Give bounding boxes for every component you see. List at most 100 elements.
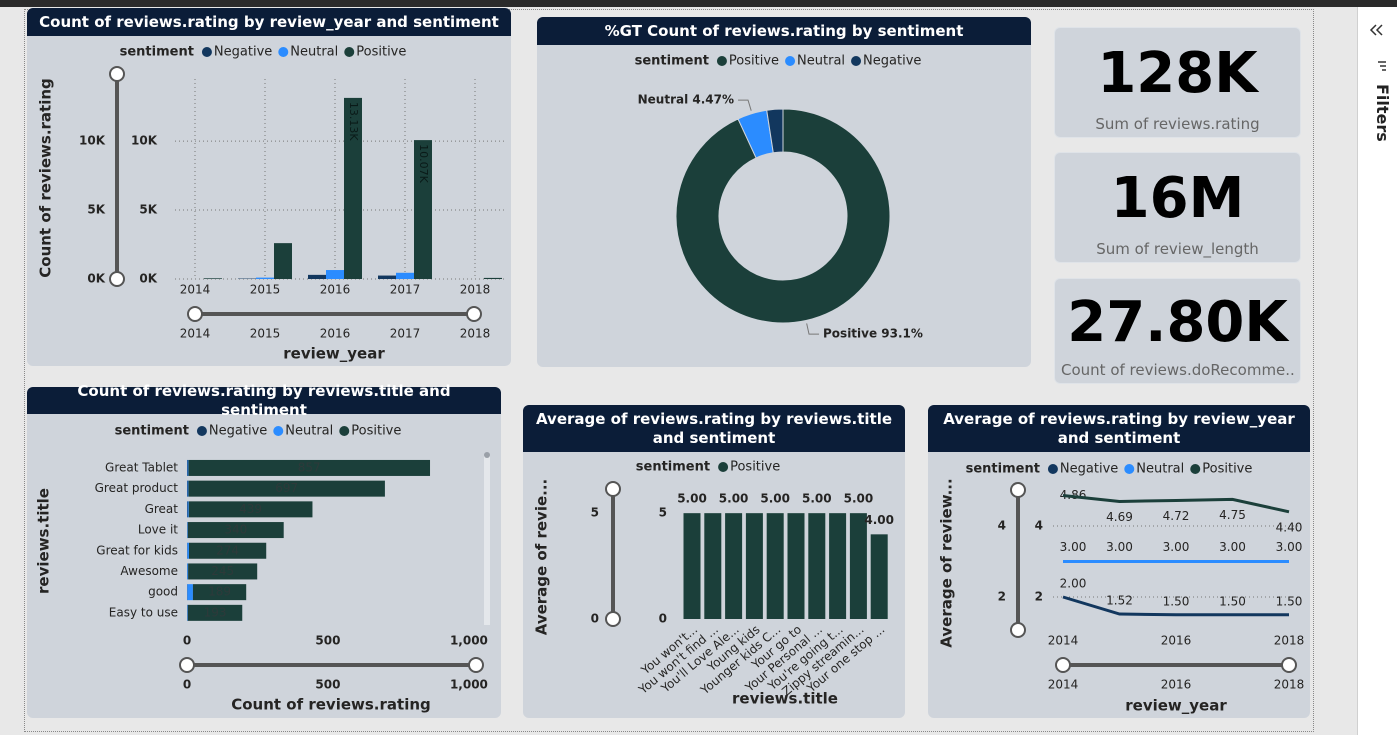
data-label: 4.69 <box>1106 510 1133 524</box>
slider-handle <box>468 657 484 673</box>
kpi-card: 16M Sum of review_length <box>1054 152 1301 263</box>
top-strip <box>0 0 1397 7</box>
bar <box>187 459 189 476</box>
kpi-card: 128K Sum of reviews.rating <box>1054 27 1301 138</box>
legend-label: Negative <box>1060 462 1118 477</box>
slider-handle <box>605 611 621 627</box>
scrollbar <box>484 455 490 625</box>
bar <box>344 97 362 280</box>
bar <box>187 459 188 476</box>
data-label: 4.72 <box>1163 509 1190 523</box>
bar <box>188 480 385 497</box>
legend-title: sentiment <box>115 424 189 439</box>
data-label: 2.00 <box>1060 577 1087 591</box>
chart-title: Average of reviews.rating by review_year… <box>928 405 1310 452</box>
pie-slice <box>766 108 784 154</box>
bar <box>396 272 414 279</box>
bar <box>187 480 189 497</box>
x-tick-label: 2014 <box>180 283 211 297</box>
legend-label: Positive <box>351 424 401 439</box>
legend: sentiment Positive Neutral Negative <box>635 54 922 69</box>
x-tick-label: 2014 <box>1048 634 1079 648</box>
x-tick-label: 2018 <box>1274 634 1305 648</box>
slider-label: 2014 <box>1048 678 1079 692</box>
data-label: 439 <box>239 502 262 516</box>
bar <box>326 270 344 279</box>
data-label: 1.50 <box>1163 594 1190 608</box>
data-label: 5.00 <box>760 492 790 506</box>
y-tick-label: 5K <box>139 203 157 217</box>
bar <box>187 584 193 601</box>
slider-label: 2018 <box>1274 678 1305 692</box>
chart-title: Average of reviews.rating by reviews.tit… <box>523 405 905 452</box>
data-label: 3.00 <box>1163 540 1190 554</box>
bar <box>849 513 867 619</box>
slider-label: 1,000 <box>450 678 488 692</box>
slider-handle <box>1010 622 1026 638</box>
legend-label: Positive <box>356 45 406 60</box>
y-axis-title: Count of reviews.rating <box>37 78 55 278</box>
y-tick-label: Great product <box>95 481 179 495</box>
legend-label: Positive <box>729 54 779 69</box>
line <box>1062 493 1290 514</box>
collapse-icon[interactable] <box>1369 24 1383 36</box>
data-label: 5.00 <box>844 492 874 506</box>
data-label: 5.00 <box>677 492 707 506</box>
legend-marker <box>339 426 350 436</box>
legend-marker <box>1124 464 1135 474</box>
slider-label: 2 <box>998 590 1006 604</box>
bar <box>187 604 243 621</box>
data-label: 697 <box>275 481 298 495</box>
chart-title: %GT Count of reviews.rating by sentiment <box>537 17 1031 45</box>
bar <box>204 278 222 279</box>
slider-handle <box>109 271 125 287</box>
pie-slice <box>675 108 891 324</box>
data-label: 4.00 <box>864 513 894 527</box>
slider-label: 500 <box>315 678 340 692</box>
legend-marker <box>1190 464 1201 474</box>
x-axis-title: review_year <box>1125 697 1227 715</box>
filters-pane[interactable]: Filters <box>1357 7 1397 735</box>
x-tick-label: 2015 <box>250 283 281 297</box>
chart-title: Count of reviews.rating by reviews.title… <box>27 382 501 419</box>
bar <box>683 513 701 619</box>
legend-marker <box>201 47 212 57</box>
x-tick-label: 500 <box>315 634 340 648</box>
data-label: 3.00 <box>1106 540 1133 554</box>
data-label: 189 <box>208 585 231 599</box>
bar <box>187 563 189 580</box>
legend: sentiment Positive <box>636 460 780 475</box>
leader-line <box>738 99 752 111</box>
filter-icon <box>1378 61 1386 71</box>
legend-label: Positive <box>730 460 780 475</box>
y-tick-label: 5 <box>659 506 667 520</box>
legend-label: Negative <box>863 54 921 69</box>
legend-marker <box>716 56 727 66</box>
slider-label: 2014 <box>180 327 211 341</box>
x-tick-label: 0 <box>183 634 191 648</box>
slider-handle <box>466 306 482 322</box>
bar <box>187 522 284 539</box>
canvas-border <box>24 9 1314 732</box>
bar <box>188 459 431 476</box>
kpi-value: 16M <box>1110 166 1245 231</box>
slider-label: 4 <box>998 519 1006 533</box>
filters-icons <box>1369 24 1386 71</box>
bar <box>725 513 743 619</box>
slider-label: 2016 <box>1161 678 1192 692</box>
slider-label: 0 <box>183 678 191 692</box>
legend-title: sentiment <box>636 460 710 475</box>
legend-label: Negative <box>214 45 272 60</box>
y-axis-title: Average of revie... <box>533 479 551 636</box>
slider-handle <box>1010 482 1026 498</box>
x-tick-label: 2018 <box>460 283 491 297</box>
legend-label: Neutral <box>290 45 338 60</box>
slider-label: 0K <box>87 272 105 286</box>
bar <box>870 534 888 619</box>
x-tick-label: 2016 <box>320 283 351 297</box>
bar <box>188 563 258 580</box>
slider-handle <box>187 306 203 322</box>
bar <box>808 513 826 619</box>
y-tick-label: good <box>148 585 178 599</box>
